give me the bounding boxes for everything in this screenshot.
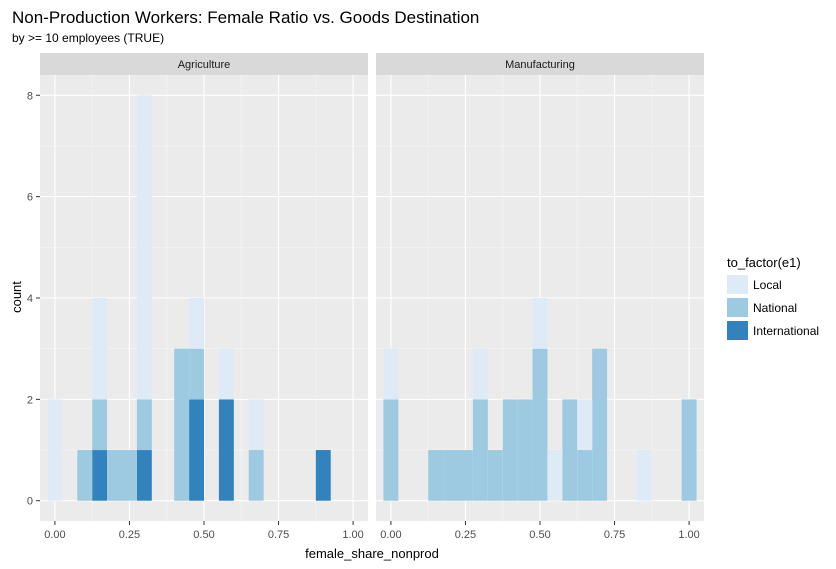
x-tick-label: 0.25 [119, 529, 140, 541]
bar-international [315, 450, 331, 501]
bar-national [189, 348, 204, 400]
x-tick-label: 0.00 [380, 529, 401, 541]
bar-local [248, 399, 264, 451]
bar-local [189, 298, 204, 349]
x-axis-label: female_share_nonprod [305, 546, 439, 561]
legend-label-local: Local [753, 278, 782, 292]
facet-strip [376, 53, 704, 75]
bar-national [107, 450, 122, 501]
y-tick-label: 4 [27, 293, 33, 305]
bar-national [383, 399, 399, 501]
bar-local [383, 348, 399, 400]
bar-national [681, 399, 697, 501]
bar-national [487, 450, 503, 501]
y-axis-label: count [9, 281, 24, 313]
bar-national [428, 450, 444, 501]
bar-international [189, 399, 204, 501]
bar-national [562, 399, 578, 501]
y-tick-label: 6 [27, 192, 33, 204]
bar-national [577, 450, 593, 501]
legend-key-national [727, 298, 748, 317]
bar-national [517, 399, 533, 501]
legend: to_factor(e1) Local National International [727, 255, 819, 340]
bar-local [547, 450, 563, 501]
legend-label-international: International [753, 324, 819, 338]
bar-national [174, 348, 190, 501]
x-tick-label: 1.00 [342, 529, 363, 541]
bar-local [47, 399, 63, 501]
facet-strip [40, 53, 368, 75]
bar-local [532, 298, 548, 349]
bar-international [218, 399, 234, 501]
y-tick-label: 8 [27, 90, 33, 102]
bar-local [472, 348, 488, 400]
legend-label-national: National [753, 301, 797, 315]
bar-local [92, 298, 108, 400]
y-tick-label: 2 [27, 394, 33, 406]
bar-national [136, 399, 152, 451]
legend-title: to_factor(e1) [727, 255, 801, 270]
bar-national [458, 450, 473, 501]
bar-local [218, 348, 234, 400]
y-tick-label: 0 [27, 496, 33, 508]
x-tick-label: 0.50 [193, 529, 214, 541]
bar-national [92, 399, 108, 451]
bar-international [92, 450, 108, 501]
bar-national [502, 399, 518, 501]
legend-key-local [727, 275, 748, 294]
x-tick-label: 0.25 [455, 529, 476, 541]
x-tick-label: 0.00 [44, 529, 65, 541]
bar-national [532, 348, 548, 501]
x-tick-label: 0.75 [268, 529, 289, 541]
bar-national [77, 450, 93, 501]
facet-label: Manufacturing [505, 59, 575, 71]
y-axis: 0 2 4 6 8 [27, 90, 40, 508]
bar-national [122, 450, 137, 501]
legend-key-international [727, 321, 748, 340]
panel-agriculture: Agriculture 0.00 0.25 0.50 0.75 1.00 [40, 53, 368, 541]
facet-label: Agriculture [178, 59, 231, 71]
bar-national [592, 348, 608, 501]
x-tick-label: 0.50 [529, 529, 550, 541]
bar-national [472, 399, 488, 501]
bar-international [136, 450, 152, 501]
chart-title: Non-Production Workers: Female Ratio vs.… [12, 8, 479, 27]
bar-local [136, 95, 152, 400]
chart-subtitle: by >= 10 employees (TRUE) [12, 31, 164, 45]
x-tick-label: 1.00 [678, 529, 699, 541]
bar-local [577, 399, 593, 451]
x-tick-label: 0.75 [604, 529, 625, 541]
bar-national [248, 450, 264, 501]
bar-national [443, 450, 458, 501]
panel-manufacturing: Manufacturing 0.00 0.25 0.50 0.75 1.00 [376, 53, 704, 541]
bar-local [636, 450, 652, 501]
